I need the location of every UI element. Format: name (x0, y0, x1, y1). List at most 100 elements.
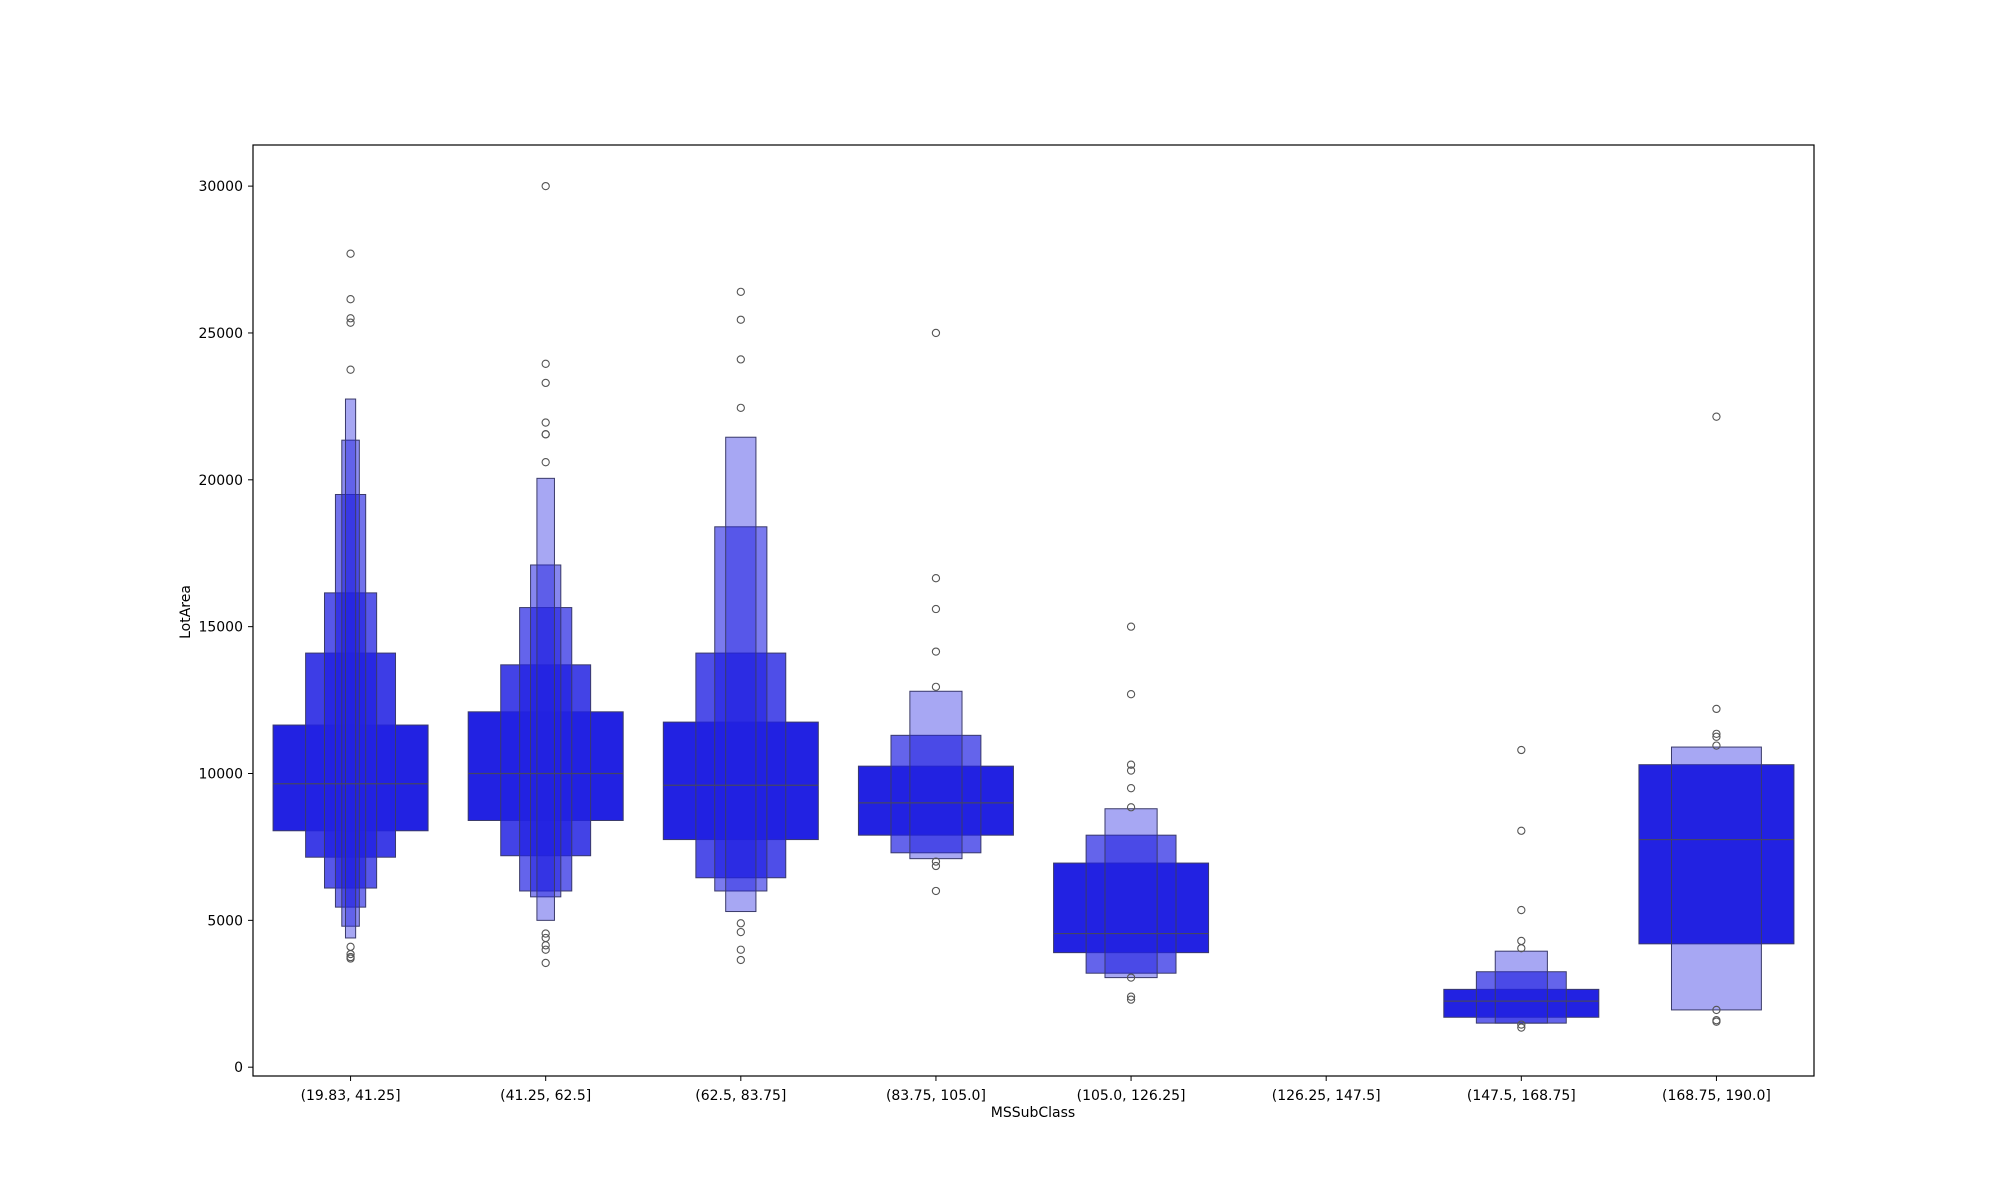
outlier-point (1126, 992, 1136, 1001)
outlier-point (346, 949, 355, 959)
outlier-point (1517, 1020, 1526, 1029)
y-tick-label: 30000 (198, 179, 243, 195)
outlier-point (346, 942, 355, 951)
boxen-group (1443, 745, 1600, 1032)
outlier-point (931, 886, 941, 896)
outlier-point (346, 249, 355, 258)
outlier-point (931, 574, 941, 583)
outlier-point (1126, 973, 1136, 982)
outlier-point (931, 857, 941, 866)
outlier-point (736, 315, 745, 324)
outlier-point (736, 919, 745, 928)
outlier-point (1712, 732, 1721, 741)
y-axis-title: LotArea (178, 585, 194, 639)
outlier-point (736, 945, 745, 954)
plot-frame (252, 144, 1815, 1077)
outlier-point (931, 682, 941, 692)
outlier-point (1712, 1017, 1721, 1026)
x-axis: (19.83, 41.25] (41.25, 62.5] (62.5, 83.75]… (301, 1076, 1771, 1104)
outlier-point (1517, 826, 1526, 835)
boxen-group (1053, 622, 1210, 1004)
outlier-point (541, 458, 550, 467)
boxen-group (857, 328, 1014, 896)
outlier-point (1517, 936, 1526, 946)
outlier-point (736, 355, 745, 364)
boxen-group (467, 181, 624, 968)
outlier-point (736, 927, 745, 937)
boxen-box (1494, 950, 1548, 1024)
outlier-point (931, 647, 941, 656)
outlier-point (1126, 760, 1136, 769)
x-tick-label: (105.0, 126.25] (1077, 1088, 1186, 1104)
outlier-point (541, 929, 550, 938)
outlier-point (1712, 729, 1721, 739)
y-axis: 0 5000 10000 15000 20000 25000 30000 (198, 179, 253, 1076)
x-tick-label: (168.75, 190.0] (1662, 1088, 1771, 1104)
outlier-point (736, 403, 745, 413)
x-tick-label: (62.5, 83.75] (695, 1088, 786, 1104)
boxen-group (272, 249, 429, 963)
outlier-point (346, 295, 355, 304)
outlier-point (1712, 1005, 1721, 1015)
outlier-point (1126, 803, 1136, 812)
outlier-point (931, 861, 941, 871)
boxen-box (1104, 808, 1158, 979)
outlier-point (1712, 412, 1721, 421)
outlier-point (346, 314, 355, 323)
outlier-point (736, 287, 745, 296)
boxen-box (1475, 971, 1567, 1024)
outlier-point (1126, 784, 1136, 793)
outlier-point (541, 941, 550, 950)
boxen-box (530, 564, 562, 898)
boxen-box (714, 526, 768, 892)
boxen-box (536, 477, 555, 921)
boxen-box (725, 436, 757, 913)
boxen-box (909, 690, 963, 860)
x-tick-label: (19.83, 41.25] (301, 1088, 401, 1104)
outlier-point (1712, 704, 1721, 714)
outlier-point (1517, 905, 1526, 915)
x-tick-label: (126.25, 147.5] (1272, 1088, 1381, 1104)
outlier-point (931, 328, 941, 338)
outlier-point (1517, 745, 1526, 755)
y-tick-label: 25000 (198, 326, 243, 342)
boxen-box (344, 398, 357, 939)
outlier-point (736, 955, 745, 965)
outlier-point (541, 378, 550, 388)
outlier-point (346, 954, 355, 963)
outlier-point (346, 365, 355, 374)
outlier-point (1126, 995, 1136, 1004)
outlier-point (541, 418, 550, 427)
outlier-point (1126, 766, 1136, 775)
plot-layer (272, 181, 1795, 1032)
x-tick-label: (41.25, 62.5] (500, 1088, 591, 1104)
outlier-point (541, 430, 550, 439)
y-tick-label: 0 (234, 1060, 243, 1076)
outlier-point (1126, 690, 1136, 699)
outlier-point (1517, 944, 1526, 953)
outlier-point (541, 359, 550, 368)
boxen-group (1638, 412, 1795, 1026)
x-axis-title: MSSubClass (991, 1105, 1075, 1121)
outlier-point (541, 945, 550, 954)
y-tick-label: 5000 (207, 913, 243, 929)
outlier-point (541, 181, 550, 191)
boxen-box (890, 734, 982, 854)
y-tick-label: 20000 (198, 473, 243, 489)
outlier-point (931, 604, 941, 614)
y-tick-label: 10000 (198, 766, 243, 782)
boxen-group (662, 287, 819, 965)
outlier-point (1712, 741, 1721, 750)
y-tick-label: 15000 (198, 620, 243, 636)
boxen-box (1670, 746, 1762, 1011)
outlier-point (541, 958, 550, 968)
outlier-point (346, 318, 355, 327)
outlier-point (1126, 622, 1136, 631)
outlier-point (1517, 1023, 1526, 1032)
boxen-box (1085, 834, 1177, 974)
boxen-box (341, 439, 360, 927)
outlier-point (541, 933, 550, 943)
x-tick-label: (147.5, 168.75] (1467, 1088, 1576, 1104)
x-tick-label: (83.75, 105.0] (886, 1088, 986, 1104)
